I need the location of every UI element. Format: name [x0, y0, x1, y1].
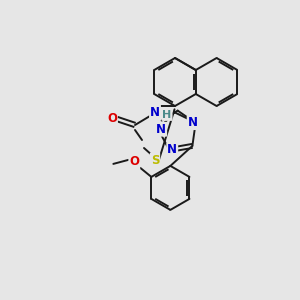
- Text: N: N: [167, 143, 177, 157]
- Text: O: O: [107, 112, 117, 125]
- Text: N: N: [156, 123, 166, 136]
- Text: H: H: [162, 110, 172, 120]
- Text: S: S: [151, 154, 159, 166]
- Text: O: O: [129, 155, 139, 168]
- Text: N: N: [188, 116, 198, 129]
- Text: N: N: [150, 106, 160, 118]
